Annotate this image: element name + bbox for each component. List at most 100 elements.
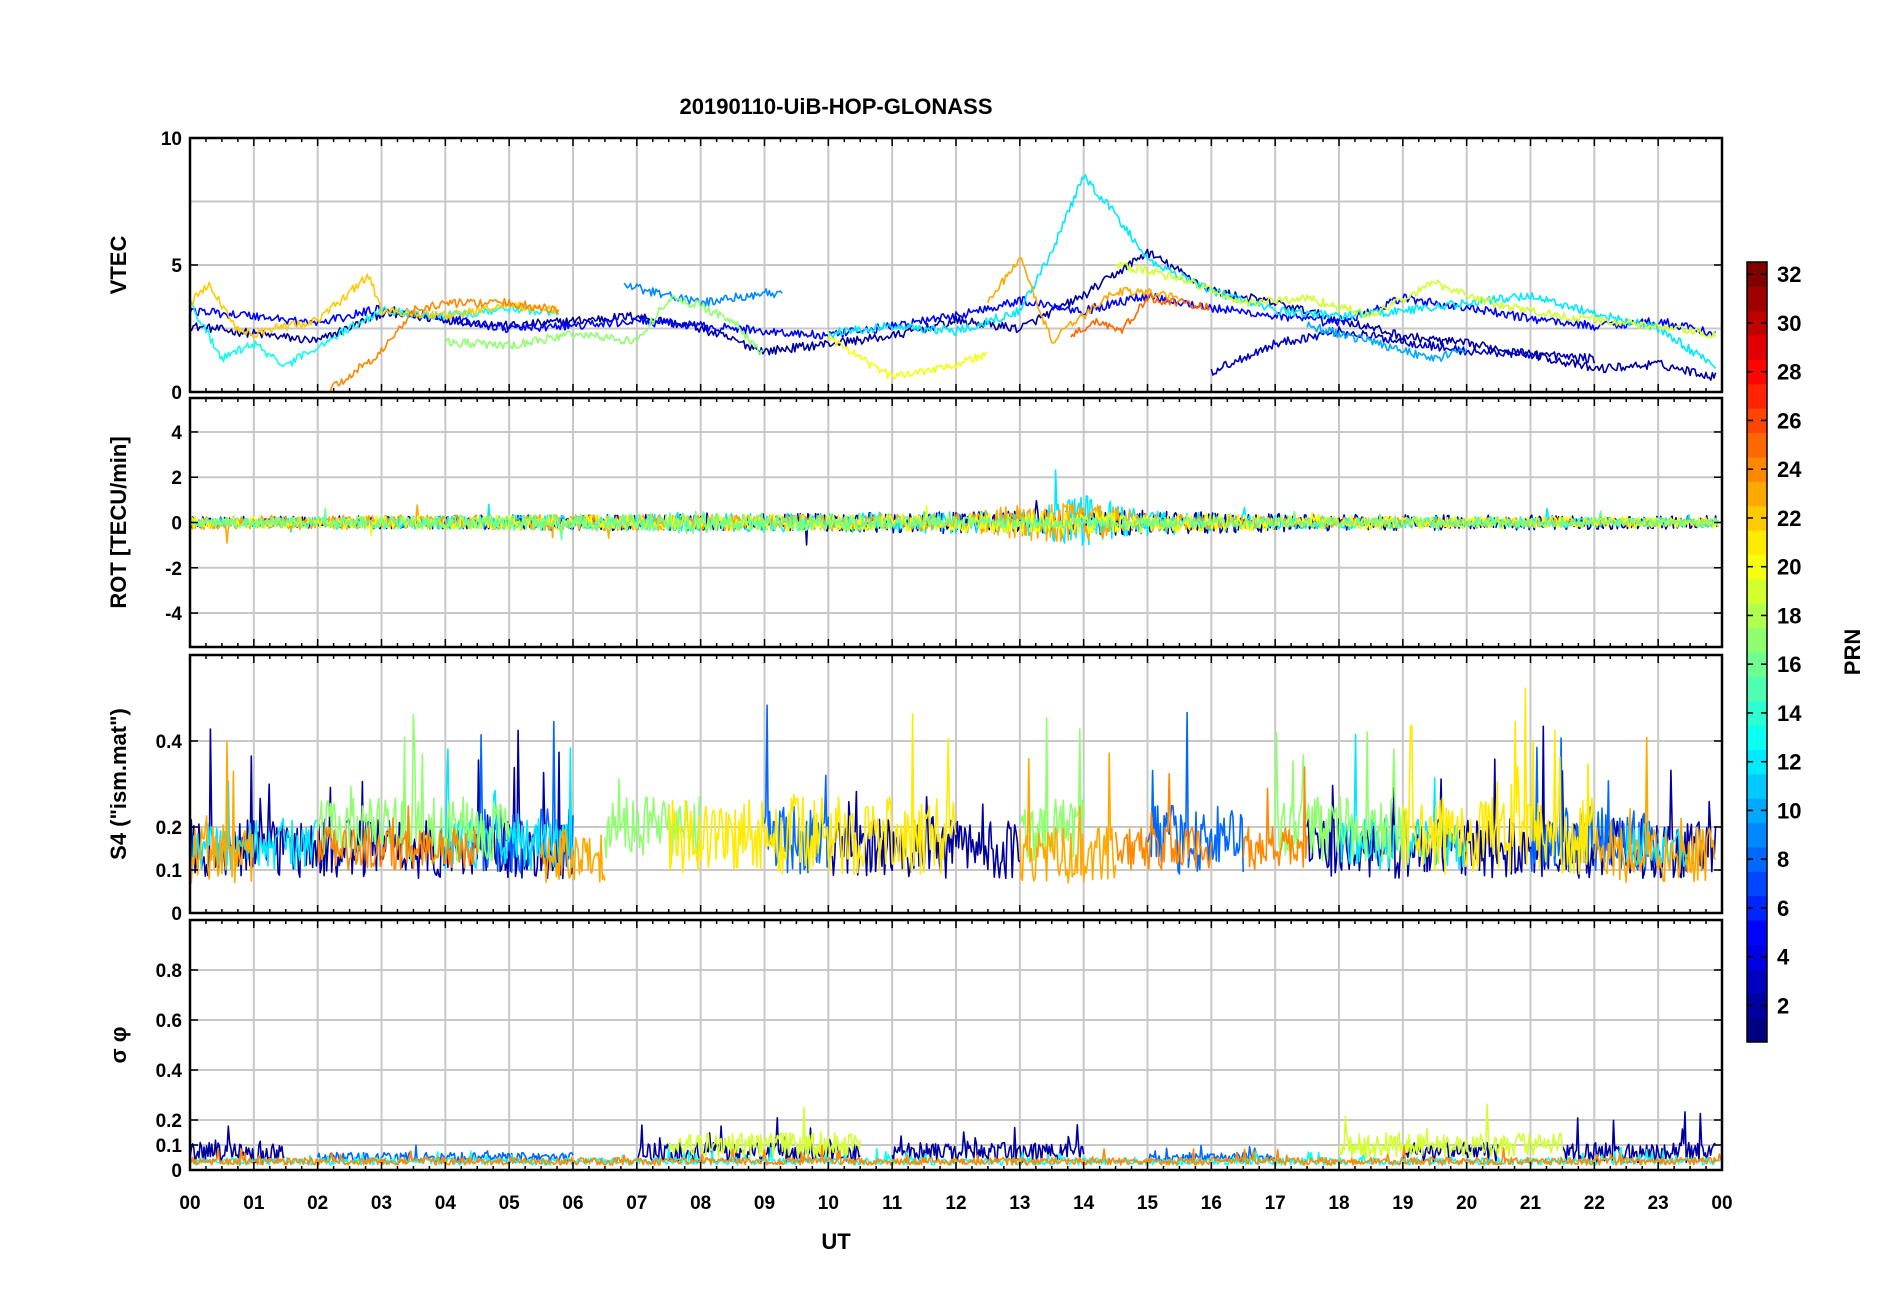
y-axis-label: σ φ	[106, 1027, 131, 1064]
panel-2: -4 -2 0 2 4 ROT [TECU/min]	[106, 396, 1724, 649]
series-prn-3	[1210, 326, 1596, 376]
colorbar-tick-label: 8	[1777, 847, 1789, 872]
colorbar-swatch	[1747, 408, 1767, 434]
series-prn-23	[190, 736, 1717, 884]
x-tick-label: 22	[1584, 1193, 1605, 1214]
colorbar-swatch	[1747, 920, 1767, 945]
y-axis-label: VTEC	[106, 236, 131, 295]
x-tick-label: 00	[179, 1193, 200, 1214]
colorbar-tick-label: 24	[1777, 457, 1802, 482]
colorbar-swatch	[1747, 286, 1767, 312]
y-axis-label: ROT [TECU/min]	[106, 436, 131, 608]
colorbar-tick-label: 16	[1777, 652, 1801, 677]
y-tick-label: 10	[161, 129, 182, 150]
series-prn-10	[1306, 321, 1468, 362]
y-tick-label: 0.2	[156, 1111, 182, 1132]
series-prn-13	[190, 301, 560, 368]
colorbar-swatch	[1747, 578, 1767, 604]
colorbar-tick-label: 20	[1777, 555, 1801, 580]
x-tick-label: 08	[690, 1193, 711, 1214]
series-prn-19	[1115, 261, 1717, 339]
colorbar-tick-label: 18	[1777, 603, 1801, 628]
colorbar-swatch	[1747, 944, 1767, 970]
y-tick-label: -2	[165, 559, 182, 580]
colorbar-frame	[1746, 261, 1768, 1043]
series-prn-12	[190, 733, 1691, 871]
x-tick-label: 01	[243, 1193, 265, 1214]
colorbar-tick-label: 28	[1777, 360, 1801, 385]
colorbar-tick-label: 6	[1777, 896, 1789, 921]
x-tick-label: 17	[1265, 1193, 1286, 1214]
y-tick-label: 0.4	[156, 732, 183, 753]
colorbar-tick-label: 32	[1777, 262, 1801, 287]
x-tick-label: 04	[435, 1193, 457, 1214]
colorbar-swatch	[1747, 432, 1767, 458]
y-tick-label: 4	[171, 423, 182, 444]
colorbar-swatch	[1747, 554, 1767, 580]
colorbar-swatch	[1747, 871, 1767, 897]
colorbar-swatch	[1747, 603, 1767, 629]
y-tick-label: 0.1	[156, 861, 183, 882]
series-prn-9	[623, 282, 783, 308]
colorbar-swatch	[1747, 505, 1767, 531]
colorbar-swatch	[1747, 847, 1767, 872]
series-prn-24	[190, 1144, 1722, 1166]
x-tick-label: 11	[882, 1193, 903, 1214]
x-tick-label: 20	[1456, 1193, 1477, 1214]
series-prn-19	[668, 1103, 1564, 1159]
x-tick-label: 07	[626, 1193, 647, 1214]
colorbar-tick-label: 12	[1777, 750, 1801, 775]
x-tick-label: 21	[1520, 1193, 1542, 1214]
colorbar-swatch	[1747, 749, 1767, 775]
y-tick-label: 0	[171, 904, 182, 925]
colorbar-swatch	[1747, 310, 1767, 336]
colorbar-swatch	[1747, 335, 1767, 360]
colorbar-tick-label: 22	[1777, 506, 1801, 531]
x-tick-label: 18	[1328, 1193, 1349, 1214]
colorbar-tick-label: 2	[1777, 993, 1789, 1018]
colorbar-tick-label: 30	[1777, 311, 1801, 336]
panel-4: 0 0.1 0.2 0.4 0.6 0.8 σ φ	[106, 918, 1724, 1182]
colorbar-tick-label: 4	[1777, 945, 1790, 970]
x-tick-label: 06	[562, 1193, 583, 1214]
series-prn-17	[316, 713, 1404, 863]
x-tick-label: 09	[754, 1193, 775, 1214]
colorbar-swatch	[1747, 652, 1767, 677]
y-tick-label: 0.6	[156, 1011, 182, 1032]
x-tick-label: 16	[1201, 1193, 1222, 1214]
colorbar-swatch	[1747, 725, 1767, 750]
colorbar-swatch	[1747, 262, 1767, 287]
colorbar-tick-label: 10	[1777, 798, 1801, 823]
x-tick-label: 15	[1137, 1193, 1159, 1214]
colorbar-swatch	[1747, 968, 1767, 994]
x-tick-label: 02	[307, 1193, 328, 1214]
x-tick-label: 05	[499, 1193, 521, 1214]
x-tick-label: 12	[945, 1193, 966, 1214]
x-axis: 00 01 02 03 04 05 06 07 08 09 10 11 12 13 14 15 16 17 18 19…	[179, 1193, 1732, 1214]
colorbar-swatch	[1747, 627, 1767, 653]
series-prn-25	[1070, 293, 1211, 338]
colorbar-swatch	[1747, 822, 1767, 848]
x-tick-label: 10	[818, 1193, 839, 1214]
colorbar-swatch	[1747, 383, 1767, 409]
y-axis-label: S4 ("ism.mat")	[106, 708, 131, 860]
x-tick-label: 13	[1009, 1193, 1030, 1214]
x-axis-label: UT	[821, 1229, 851, 1254]
y-tick-label: -4	[165, 604, 182, 625]
series-prn-24	[316, 766, 1308, 871]
y-tick-label: 0.2	[156, 818, 182, 839]
series-prn-17	[444, 294, 764, 355]
series-prn-22	[190, 273, 560, 339]
series-prn-21	[668, 687, 1596, 875]
x-tick-label: 23	[1648, 1193, 1669, 1214]
x-tick-label: 03	[371, 1193, 392, 1214]
x-tick-label: 19	[1392, 1193, 1413, 1214]
y-tick-label: 0	[171, 514, 182, 535]
colorbar-swatch	[1747, 895, 1767, 921]
colorbar-swatch	[1747, 1017, 1767, 1043]
series-prn-24	[329, 297, 560, 391]
colorbar-label: PRN	[1840, 629, 1865, 675]
x-tick-label: 00	[1711, 1193, 1732, 1214]
